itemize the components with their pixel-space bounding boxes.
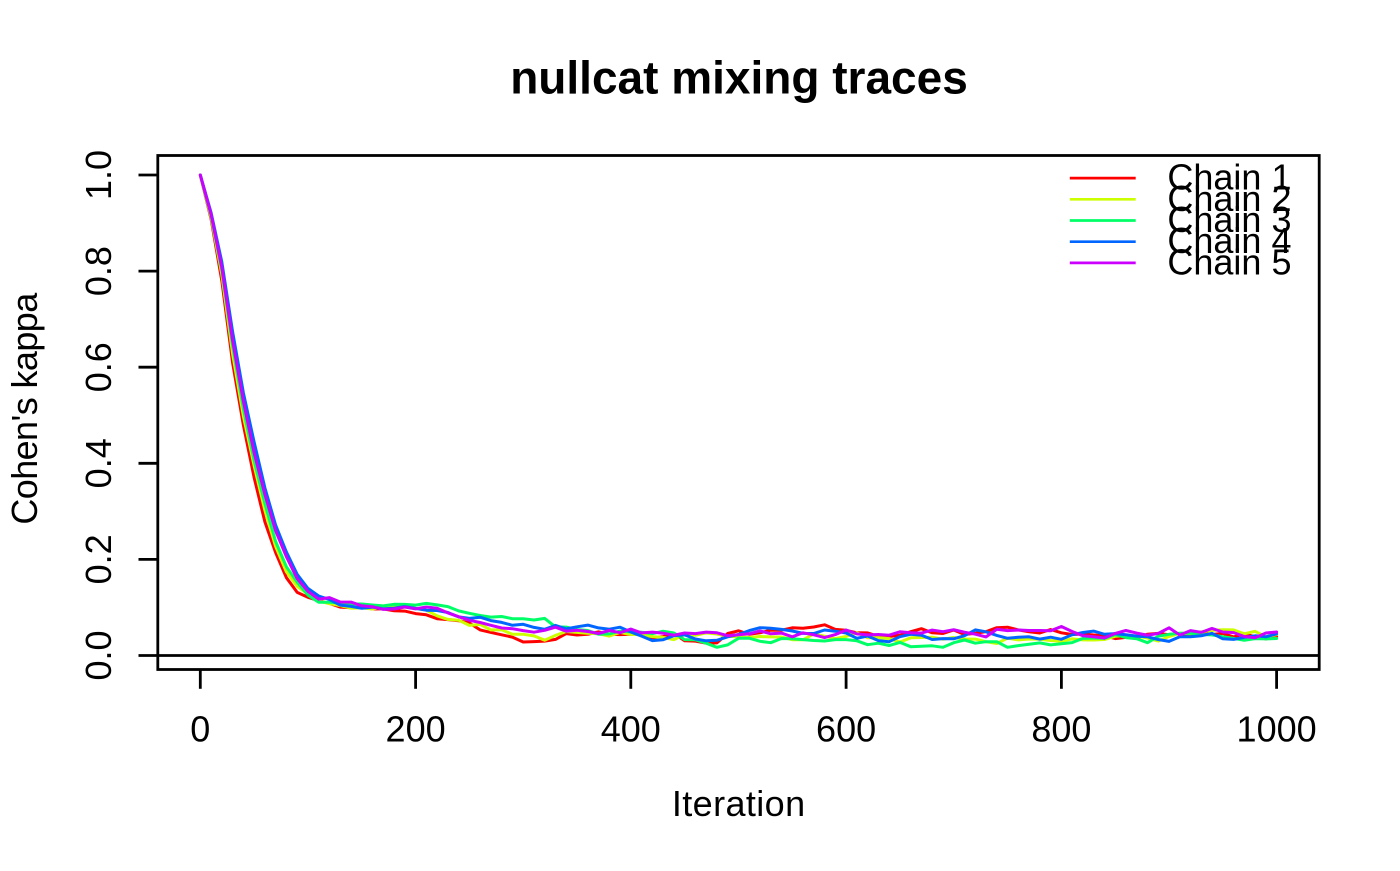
svg-text:Chain 3: Chain 3 [1167, 199, 1291, 240]
svg-text:nullcat mixing traces: nullcat mixing traces [510, 52, 968, 104]
svg-text:0.8: 0.8 [78, 246, 119, 296]
svg-text:0: 0 [190, 709, 210, 750]
svg-text:Chain 1: Chain 1 [1167, 157, 1291, 198]
svg-text:800: 800 [1031, 709, 1091, 750]
svg-text:Iteration: Iteration [672, 783, 806, 824]
svg-text:200: 200 [386, 709, 446, 750]
svg-text:1.0: 1.0 [78, 150, 119, 200]
svg-text:600: 600 [816, 709, 876, 750]
svg-text:Chain 5: Chain 5 [1167, 241, 1291, 282]
svg-text:400: 400 [601, 709, 661, 750]
svg-text:0.0: 0.0 [78, 630, 119, 680]
svg-text:0.2: 0.2 [78, 534, 119, 584]
svg-text:0.6: 0.6 [78, 342, 119, 392]
svg-text:0.4: 0.4 [78, 438, 119, 488]
svg-text:Chain 4: Chain 4 [1167, 220, 1291, 261]
svg-text:Chain 2: Chain 2 [1167, 178, 1291, 219]
svg-text:Cohen's kappa: Cohen's kappa [4, 292, 45, 525]
svg-text:1000: 1000 [1237, 709, 1317, 750]
